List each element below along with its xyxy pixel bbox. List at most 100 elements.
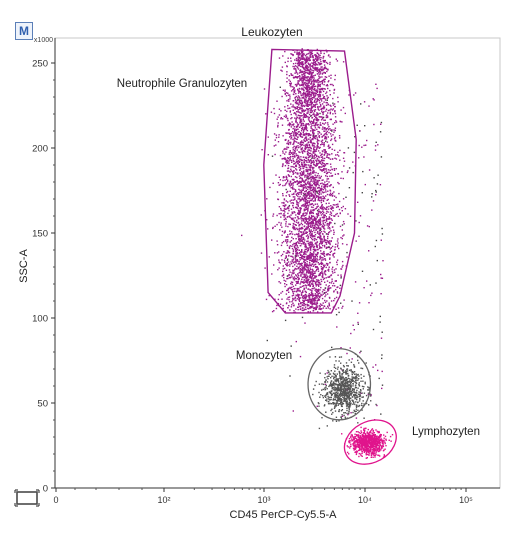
neutrophil-event-dot [294,267,296,270]
neutrophil-event-dot [301,163,304,166]
sparse-event-dot [366,139,368,142]
neutrophil-event-dot [307,270,309,272]
neutrophil-event-dot [304,182,307,185]
neutrophil-event-dot [294,132,296,135]
neutrophil-event-dot [304,74,306,77]
neutrophil-event-dot [339,137,341,139]
neutrophil-event-dot [289,158,291,160]
neutrophil-event-dot [309,285,311,287]
neutrophil-event-dot [317,113,319,116]
neutrophil-event-dot [302,56,304,59]
sparse-event-dot [355,220,357,222]
neutrophil-event-dot [317,96,320,98]
neutrophil-event-dot [304,304,307,306]
monocyte-event-dot [331,383,334,386]
monocyte-event-dot [342,371,345,373]
neutrophil-event-dot [301,144,304,146]
monocyte-event-dot [346,382,349,385]
neutrophil-event-dot [300,79,302,81]
neutrophil-event-dot [293,93,295,96]
neutrophil-event-dot [310,180,312,182]
neutrophil-event-dot [315,288,317,290]
sparse-event-dot [279,86,281,88]
neutrophil-event-dot [314,298,316,301]
neutrophil-event-dot [295,275,298,277]
neutrophil-event-dot [306,129,309,132]
sparse-event-dot [323,169,325,171]
neutrophil-event-dot [298,239,300,241]
neutrophil-event-dot [276,240,278,242]
neutrophil-event-dot [300,120,303,122]
neutrophil-event-dot [285,161,287,163]
neutrophil-event-dot [289,230,291,232]
monocyte-event-dot [354,392,356,394]
neutrophil-event-dot [288,194,290,196]
neutrophil-event-dot [310,123,312,125]
neutrophil-event-dot [295,241,297,244]
neutrophil-event-dot [294,189,297,191]
neutrophil-event-dot [300,156,302,158]
neutrophil-event-dot [315,159,317,162]
neutrophil-event-dot [323,185,325,188]
neutrophil-event-dot [299,169,301,171]
monocyte-event-dot [348,391,350,393]
neutrophil-event-dot [331,83,333,86]
neutrophil-event-dot [270,111,273,113]
neutrophil-event-dot [312,160,315,162]
neutrophil-event-dot [317,262,319,264]
neutrophil-event-dot [295,85,298,87]
neutrophil-event-dot [337,181,339,184]
neutrophil-event-dot [313,235,315,237]
neutrophil-event-dot [311,281,314,283]
monocyte-event-dot [348,386,350,389]
neutrophil-event-dot [292,260,294,263]
neutrophil-event-dot [298,228,300,230]
neutrophil-event-dot [339,120,341,123]
neutrophil-event-dot [301,114,303,117]
monocyte-event-dot [359,395,362,397]
neutrophil-event-dot [307,237,309,240]
neutrophil-event-dot [311,199,313,202]
monocyte-event-dot [333,377,335,380]
neutrophil-event-dot [309,73,311,75]
sparse-event-dot [353,94,355,96]
neutrophil-event-dot [328,268,330,270]
neutrophil-event-dot [282,135,284,137]
monocyte-event-dot [344,392,346,395]
neutrophil-event-dot [276,100,278,102]
neutrophil-event-dot [341,260,344,263]
neutrophil-event-dot [315,155,318,158]
neutrophil-event-dot [316,106,319,108]
sparse-event-dot [338,135,341,137]
neutrophil-event-dot [291,304,293,306]
neutrophil-event-dot [275,136,278,139]
neutrophil-event-dot [309,152,311,155]
neutrophil-event-dot [316,258,318,260]
neutrophil-event-dot [326,133,328,136]
monocyte-event-dot [329,392,332,394]
neutrophil-event-dot [303,252,305,255]
sparse-event-dot [324,287,327,289]
neutrophil-event-dot [323,227,325,230]
viewport-icon[interactable] [14,488,40,508]
neutrophil-event-dot [321,166,323,168]
neutrophil-event-dot [294,131,296,133]
gate-mode-badge[interactable]: M [15,22,33,40]
neutrophil-event-dot [310,83,312,85]
neutrophil-event-dot [300,191,302,193]
neutrophil-event-dot [275,307,278,310]
monocyte-event-dot [356,377,358,379]
neutrophil-event-dot [301,240,304,242]
neutrophil-event-dot [308,281,311,283]
neutrophil-event-dot [318,127,321,129]
neutrophil-event-dot [309,251,312,254]
neutrophil-event-dot [297,90,300,92]
neutrophil-event-dot [312,88,314,90]
neutrophil-event-dot [315,90,317,92]
neutrophil-event-dot [285,114,287,116]
neutrophil-event-dot [307,109,310,111]
sparse-event-dot [323,207,326,209]
neutrophil-event-dot [277,182,280,184]
neutrophil-event-dot [295,131,297,134]
neutrophil-event-dot [302,184,304,187]
